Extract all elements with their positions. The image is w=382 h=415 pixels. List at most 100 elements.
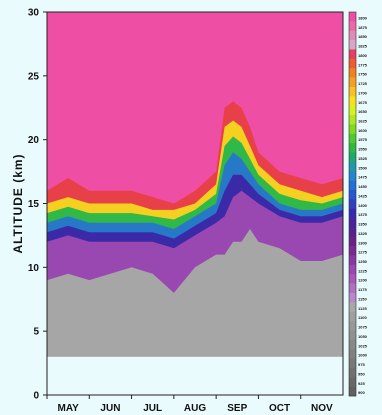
colorbar-label: 1000: [358, 353, 368, 358]
colorbar-swatch: [349, 386, 356, 397]
colorbar-swatch: [349, 339, 356, 350]
colorbar-label: 1725: [358, 81, 368, 86]
y-tick-label: 5: [33, 327, 39, 338]
x-tick-label: MAY: [57, 403, 79, 414]
colorbar-label: 1200: [358, 278, 368, 283]
colorbar-swatch: [349, 124, 356, 135]
colorbar-swatch: [349, 133, 356, 144]
colorbar-label: 1350: [358, 222, 368, 227]
colorbar-swatch: [349, 311, 356, 322]
colorbar-swatch: [349, 358, 356, 369]
colorbar-label: 1625: [358, 119, 368, 124]
colorbar-swatch: [349, 12, 356, 22]
y-tick-label: 20: [28, 135, 40, 146]
colorbar-swatch: [349, 21, 356, 32]
colorbar-label: 1525: [358, 156, 368, 161]
surface-region: [47, 356, 343, 395]
colorbar-swatch: [349, 292, 356, 303]
colorbar-swatch: [349, 96, 356, 106]
colorbar-label: 1400: [358, 203, 368, 208]
colorbar-swatch: [349, 49, 356, 60]
colorbar-label: 1300: [358, 240, 368, 245]
x-tick-label: JUL: [143, 403, 162, 414]
colorbar-swatch: [349, 77, 356, 88]
colorbar-swatch: [349, 208, 356, 219]
colorbar-label: 1750: [358, 72, 368, 77]
colorbar-label: 975: [358, 362, 365, 367]
colorbar-swatch: [349, 274, 356, 284]
colorbar-label: 1225: [358, 268, 368, 273]
colorbar-label: 1550: [358, 147, 368, 152]
colorbar-swatch: [349, 227, 356, 238]
colorbar-label: 1650: [358, 109, 368, 114]
colorbar-swatch: [349, 264, 356, 275]
colorbar-label: 1075: [358, 325, 368, 330]
x-tick-label: SEP: [227, 403, 247, 414]
y-tick-label: 10: [28, 263, 40, 274]
colorbar-label: 1250: [358, 259, 368, 264]
colorbar-swatch: [349, 330, 356, 341]
colorbar-swatch: [349, 86, 356, 97]
colorbar-swatch: [349, 377, 356, 387]
colorbar-label: 1025: [358, 343, 368, 348]
colorbar-label: 1175: [358, 287, 367, 292]
y-tick-label: 15: [28, 199, 40, 210]
colorbar-label: 1575: [358, 137, 368, 142]
colorbar-swatch: [349, 367, 356, 378]
colorbar-swatch: [349, 143, 356, 153]
colorbar-label: 1600: [358, 128, 368, 133]
x-tick-label: NOV: [311, 403, 333, 414]
colorbar-swatch: [349, 302, 356, 313]
y-tick-label: 0: [33, 391, 39, 402]
layer-grey: [47, 229, 343, 357]
colorbar-label: 1500: [358, 165, 368, 170]
colorbar-label: 1825: [358, 44, 368, 49]
colorbar-label: 1850: [358, 34, 368, 39]
colorbar-label: 925: [358, 381, 365, 386]
colorbar-label: 950: [358, 371, 365, 376]
colorbar-swatch: [349, 68, 356, 78]
colorbar-swatch: [349, 161, 356, 172]
colorbar-label: 1050: [358, 334, 368, 339]
x-tick-label: AUG: [184, 403, 206, 414]
colorbar-label: 1125: [358, 306, 367, 311]
colorbar-label: 1150: [358, 296, 367, 301]
x-tick-label: OCT: [269, 403, 290, 414]
colorbar-swatch: [349, 152, 356, 163]
colorbar-swatch: [349, 321, 356, 331]
colorbar-label: 1875: [358, 25, 368, 30]
colorbar-frame: [348, 11, 357, 397]
colorbar-swatch: [349, 283, 356, 294]
colorbar-swatch: [349, 199, 356, 209]
x-tick-label: JUN: [100, 403, 120, 414]
colorbar-label: 1425: [358, 193, 368, 198]
colorbar-label: 1375: [358, 212, 368, 217]
colorbar-label: 1800: [358, 53, 368, 58]
colorbar-swatch: [349, 40, 356, 50]
colorbar-label: 1100: [358, 315, 367, 320]
colorbar-label: 1475: [358, 175, 368, 180]
colorbar-swatch: [349, 105, 356, 116]
colorbar-swatch: [349, 189, 356, 200]
colorbar-label: 1675: [358, 100, 368, 105]
colorbar-label: 1450: [358, 184, 368, 189]
y-tick-label: 25: [28, 71, 40, 82]
colorbar-swatch: [349, 255, 356, 266]
y-tick-label: 30: [28, 8, 40, 19]
colorbar-swatch: [349, 246, 356, 256]
colorbar-swatch: [349, 171, 356, 181]
colorbar-swatch: [349, 180, 356, 191]
y-axis-label: ALTITUDE (km): [11, 153, 25, 253]
colorbar-label: 1700: [358, 90, 368, 95]
colorbar-swatch: [349, 58, 356, 69]
colorbar-swatch: [349, 115, 356, 125]
colorbar-swatch: [349, 349, 356, 359]
colorbar-label: 900: [358, 390, 365, 395]
colorbar-label: 1775: [358, 62, 368, 67]
colorbar-label: 1800: [358, 15, 368, 20]
colorbar-swatch: [349, 30, 356, 41]
colorbar-label: 1325: [358, 231, 368, 236]
colorbar-swatch: [349, 218, 356, 228]
colorbar-label: 1275: [358, 250, 368, 255]
